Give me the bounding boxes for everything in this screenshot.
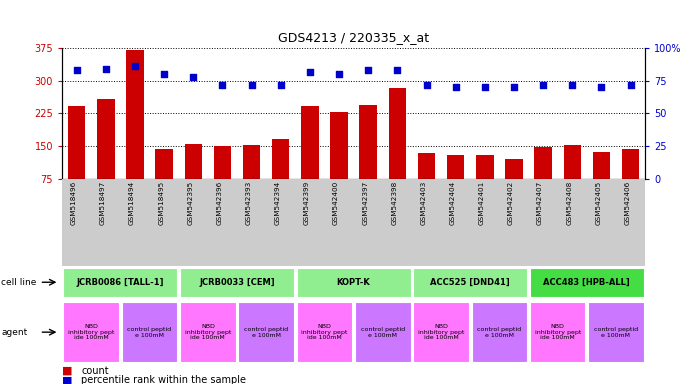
Text: percentile rank within the sample: percentile rank within the sample	[81, 375, 246, 384]
Bar	[388, 88, 406, 211]
Bar	[68, 106, 86, 211]
Point	[246, 81, 257, 88]
Bar	[184, 144, 202, 211]
Text: ■: ■	[62, 375, 72, 384]
Text: GSM542402: GSM542402	[508, 180, 514, 225]
Point	[217, 81, 228, 88]
Text: GSM542393: GSM542393	[246, 180, 252, 225]
Text: GSM518495: GSM518495	[158, 180, 164, 225]
Text: GDS4213 / 220335_x_at: GDS4213 / 220335_x_at	[278, 31, 429, 44]
Point	[596, 84, 607, 90]
Bar	[331, 112, 348, 211]
Point	[625, 81, 636, 88]
Text: control peptid
e 100mM: control peptid e 100mM	[477, 327, 522, 338]
Point	[100, 66, 111, 72]
Bar	[417, 153, 435, 211]
Text: agent: agent	[1, 328, 28, 337]
Point	[275, 81, 286, 88]
Text: count: count	[81, 366, 109, 376]
Bar	[155, 149, 173, 211]
Point	[363, 67, 374, 73]
Text: GSM542405: GSM542405	[595, 180, 602, 225]
Text: GSM542396: GSM542396	[217, 180, 222, 225]
Text: GSM518496: GSM518496	[70, 180, 77, 225]
Text: GSM542399: GSM542399	[304, 180, 310, 225]
Text: JCRB0033 [CEM]: JCRB0033 [CEM]	[199, 278, 275, 287]
Point	[333, 71, 344, 77]
Text: GSM542397: GSM542397	[362, 180, 368, 225]
Bar	[564, 145, 581, 211]
Text: GSM542407: GSM542407	[537, 180, 543, 225]
Text: control peptid
e 100mM: control peptid e 100mM	[361, 327, 405, 338]
Text: GSM542403: GSM542403	[420, 180, 426, 225]
Point	[392, 67, 403, 73]
Point	[538, 81, 549, 88]
Point	[71, 67, 82, 73]
Bar	[97, 99, 115, 211]
Text: GSM542394: GSM542394	[275, 180, 281, 225]
Bar	[301, 106, 319, 211]
Text: NBD
inhibitory pept
ide 100mM: NBD inhibitory pept ide 100mM	[185, 324, 231, 341]
Text: ACC483 [HPB-ALL]: ACC483 [HPB-ALL]	[544, 278, 630, 287]
Text: JCRB0086 [TALL-1]: JCRB0086 [TALL-1]	[77, 278, 164, 287]
Text: NBD
inhibitory pept
ide 100mM: NBD inhibitory pept ide 100mM	[68, 324, 115, 341]
Text: cell line: cell line	[1, 278, 37, 287]
Text: control peptid
e 100mM: control peptid e 100mM	[244, 327, 288, 338]
Point	[421, 81, 432, 88]
Point	[188, 74, 199, 80]
Text: GSM542400: GSM542400	[333, 180, 339, 225]
Bar	[243, 145, 260, 211]
Point	[566, 81, 578, 88]
Text: GSM542401: GSM542401	[479, 180, 485, 225]
Text: GSM542404: GSM542404	[450, 180, 455, 225]
Bar	[534, 147, 552, 211]
Bar	[505, 159, 523, 211]
Text: GSM542408: GSM542408	[566, 180, 572, 225]
Text: GSM542398: GSM542398	[391, 180, 397, 225]
Text: KOPT-K: KOPT-K	[337, 278, 371, 287]
Text: ACC525 [DND41]: ACC525 [DND41]	[431, 278, 510, 287]
Bar	[593, 152, 610, 211]
Point	[159, 71, 170, 77]
Text: GSM542406: GSM542406	[624, 180, 631, 225]
Text: ■: ■	[62, 366, 72, 376]
Bar	[359, 106, 377, 211]
Text: GSM542395: GSM542395	[187, 180, 193, 225]
Bar	[272, 139, 290, 211]
Text: NBD
inhibitory pept
ide 100mM: NBD inhibitory pept ide 100mM	[418, 324, 464, 341]
Bar	[214, 146, 231, 211]
Bar	[447, 156, 464, 211]
Bar	[622, 149, 640, 211]
Text: NBD
inhibitory pept
ide 100mM: NBD inhibitory pept ide 100mM	[535, 324, 581, 341]
Text: control peptid
e 100mM: control peptid e 100mM	[128, 327, 172, 338]
Text: GSM518494: GSM518494	[129, 180, 135, 225]
Bar	[476, 156, 493, 211]
Text: NBD
inhibitory pept
ide 100mM: NBD inhibitory pept ide 100mM	[302, 324, 348, 341]
Point	[130, 63, 141, 70]
Text: control peptid
e 100mM: control peptid e 100mM	[594, 327, 638, 338]
Point	[509, 84, 520, 90]
Text: GSM518497: GSM518497	[100, 180, 106, 225]
Bar	[126, 50, 144, 211]
Point	[450, 84, 461, 90]
Point	[480, 84, 491, 90]
Point	[304, 68, 315, 74]
